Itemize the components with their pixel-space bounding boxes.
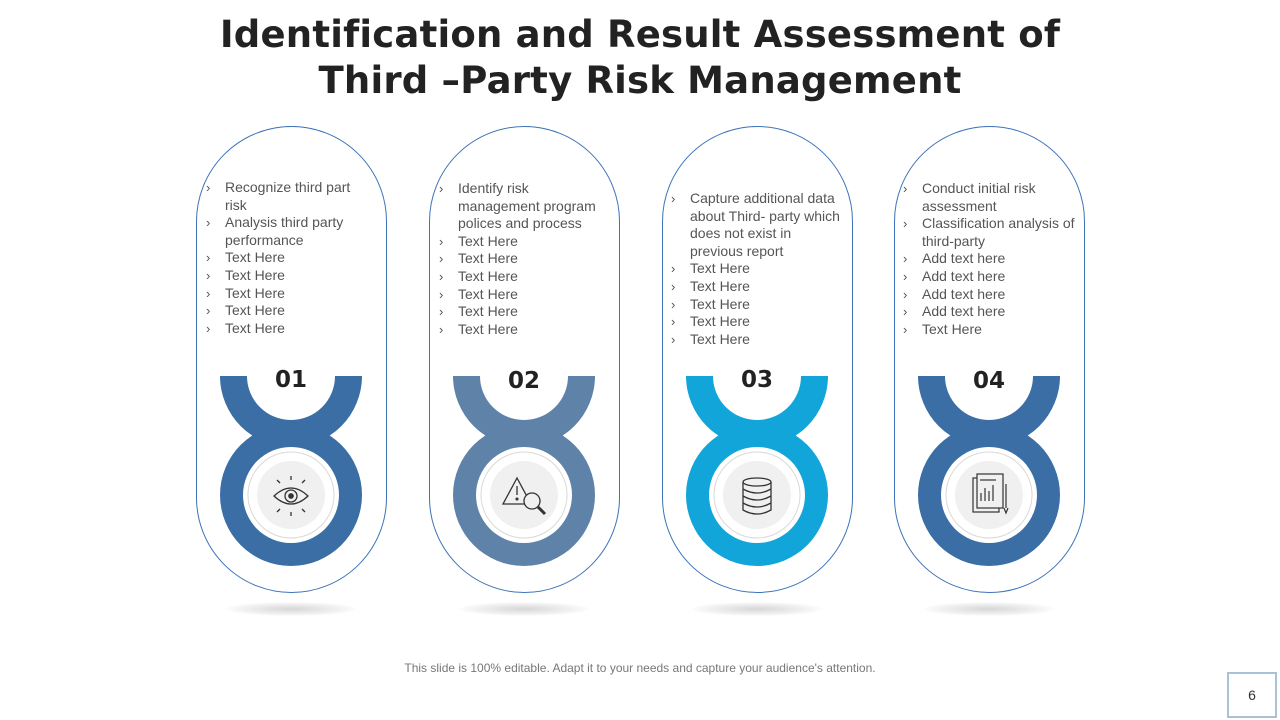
emblem-horns [220,376,362,447]
card-01-bullets: Recognize third part risk Analysis third… [206,179,366,337]
footer-note: This slide is 100% editable. Adapt it to… [404,661,876,675]
card-04-number: 04 [972,368,1005,394]
list-item: Identify risk management program polices… [439,180,609,233]
emblem-horns [453,376,595,447]
warning-magnifier-icon [501,476,547,516]
list-item: Text Here [671,260,846,278]
emblem-horns [686,376,828,447]
list-item: Text Here [671,331,846,349]
card-04-emblem [918,376,1060,566]
eye-icon [273,476,309,516]
list-item: Add text here [903,303,1078,321]
card-02-bullets: Identify risk management program polices… [439,180,609,338]
list-item: Text Here [439,321,609,339]
card-shadow [459,602,589,616]
page-number: 6 [1227,672,1277,718]
list-item: Recognize third part risk [206,179,366,214]
report-document-icon [972,473,1009,515]
list-item: Text Here [439,303,609,321]
list-item: Conduct initial risk assessment [903,180,1078,215]
list-item: Text Here [903,321,1078,339]
list-item: Add text here [903,250,1078,268]
card-01-number: 01 [274,367,307,393]
list-item: Analysis third party performance [206,214,366,249]
list-item: Add text here [903,268,1078,286]
card-04-bullets: Conduct initial risk assessment Classifi… [903,180,1078,338]
slide-title-line-1: Identification and Result Assessment of [219,13,1061,56]
card-shadow [226,602,356,616]
list-item: Text Here [439,286,609,304]
list-item: Text Here [671,313,846,331]
list-item: Text Here [671,296,846,314]
list-item: Text Here [206,320,366,338]
card-03-emblem [686,376,828,566]
slide-title-line-2: Third –Party Risk Management [318,59,962,102]
list-item: Text Here [439,250,609,268]
database-icon [742,477,772,515]
card-shadow [692,602,822,616]
card-02-emblem [453,376,595,566]
list-item: Text Here [206,302,366,320]
card-01-emblem [220,376,362,566]
card-02-number: 02 [507,368,540,394]
card-shadow [924,602,1054,616]
list-item: Text Here [671,278,846,296]
list-item: Text Here [206,285,366,303]
list-item: Classification analysis of third-party [903,215,1078,250]
list-item: Capture additional data about Third- par… [671,190,846,260]
list-item: Text Here [206,267,366,285]
emblem-horns [918,376,1060,447]
slide-title: Identification and Result Assessment of … [0,12,1280,104]
card-03-number: 03 [740,367,773,393]
list-item: Text Here [206,249,366,267]
card-03-bullets: Capture additional data about Third- par… [671,190,846,348]
list-item: Text Here [439,268,609,286]
list-item: Add text here [903,286,1078,304]
list-item: Text Here [439,233,609,251]
